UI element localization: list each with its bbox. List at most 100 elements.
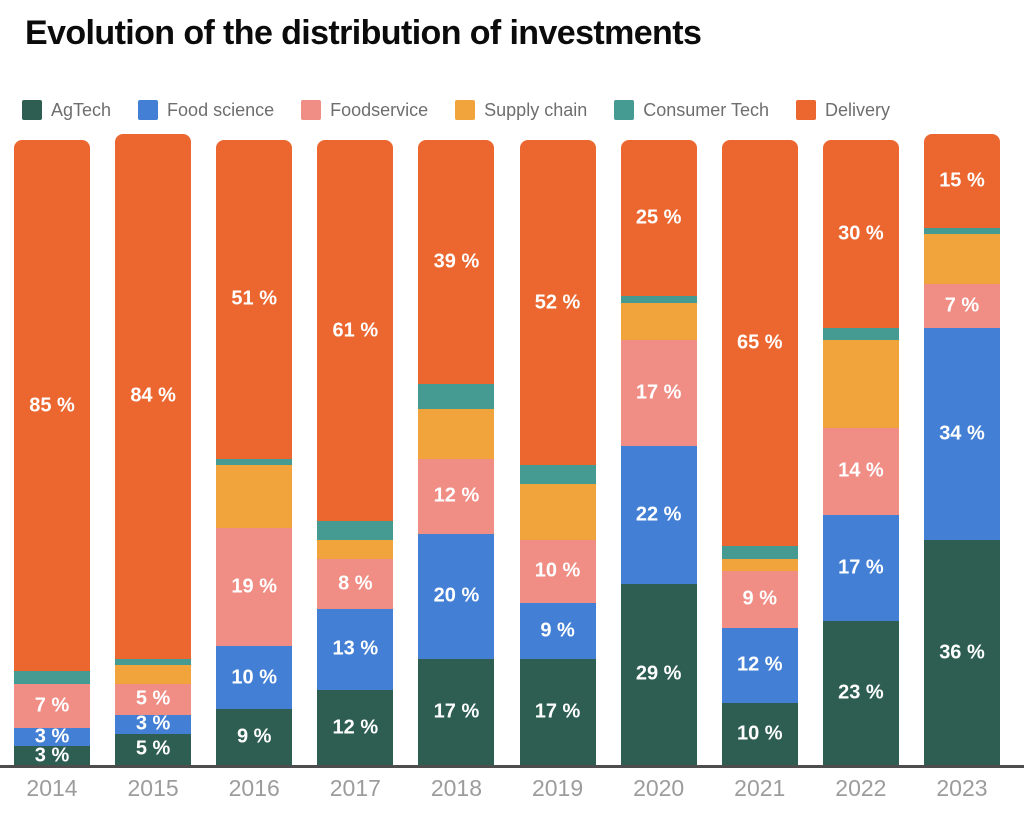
segment-value-agtech-2023: 36 % [939,641,985,664]
x-axis-label-2018: 2018 [430,775,483,802]
segment-value-agtech-2015: 5 % [135,737,171,760]
segment-agtech-2021: 10 % [721,702,798,766]
segment-food-science-2019: 9 % [519,602,596,659]
segment-value-food-science-2014: 3 % [34,725,70,748]
segment-food-science-2022: 17 % [822,515,899,622]
segment-foodservice-2021: 9 % [721,571,798,628]
segment-agtech-2016: 9 % [216,708,293,766]
bar-column-2016: 51 % 19 % 10 % 9 % [216,140,293,766]
segment-value-agtech-2022: 23 % [838,681,884,704]
segment-foodservice-2020: 17 % [620,340,697,447]
segment-value-delivery-2022: 30 % [838,222,884,245]
segment-value-agtech-2019: 17 % [534,700,581,723]
segment-value-food-science-2022: 17 % [838,556,884,579]
segment-value-delivery-2020: 25 % [635,206,682,229]
legend-swatch-supply-chain [455,100,476,121]
x-axis-label-2014: 2014 [26,775,78,802]
segment-agtech-2020: 29 % [620,583,697,766]
segment-delivery-2014: 85 % [14,140,90,672]
segment-consumer-tech-2018 [418,383,495,409]
segment-food-science-2020: 22 % [620,446,697,584]
segment-supply-chain-2018 [418,408,495,459]
segment-supply-chain-2021 [721,558,798,572]
segment-food-science-2021: 12 % [721,627,798,703]
segment-value-foodservice-2016: 19 % [231,575,278,598]
x-axis-label-2023: 2023 [936,775,988,802]
segment-value-delivery-2016: 51 % [231,287,278,310]
segment-value-foodservice-2023: 7 % [944,294,980,317]
bar-column-2022: 30 % 14 % 17 % 23 % [822,140,899,766]
segment-value-food-science-2020: 22 % [635,503,682,526]
segment-value-food-science-2016: 10 % [231,666,278,689]
segment-consumer-tech-2020 [620,296,697,303]
legend-swatch-agtech [22,100,42,121]
segment-value-foodservice-2022: 14 % [838,459,884,482]
legend-label-delivery: Delivery [824,99,890,120]
segment-agtech-2017: 12 % [317,690,394,766]
segment-supply-chain-2017 [317,540,394,559]
segment-value-delivery-2018: 39 % [433,250,480,273]
bar-column-2017: 61 % 8 % 13 % 12 % [317,140,394,766]
segment-consumer-tech-2017 [317,521,394,541]
legend-item-foodservice: Foodservice [301,100,428,121]
segment-value-foodservice-2015: 5 % [135,687,171,710]
segment-value-food-science-2019: 9 % [540,619,575,642]
x-axis-label-2022: 2022 [835,775,887,802]
bar-column-2021: 65 % 9 % 12 % 10 % [721,140,798,766]
segment-foodservice-2019: 10 % [519,540,596,603]
legend-swatch-food-science [138,100,159,121]
segment-value-delivery-2017: 61 % [332,319,379,342]
segment-foodservice-2015: 5 % [115,683,192,716]
segment-value-foodservice-2017: 8 % [338,572,373,595]
legend-label-foodservice: Foodservice [330,99,429,120]
segment-consumer-tech-2014 [14,671,90,684]
legend-label-supply-chain: Supply chain [484,99,588,120]
bar-column-2023: 15 % 7 % 34 % 36 % [923,133,1000,766]
segment-foodservice-2023: 7 % [923,283,1000,328]
bar-column-2015: 84 % 5 % 3 % 5 % [115,133,192,766]
segment-delivery-2022: 30 % [822,140,899,328]
chart-title: Evolution of the distribution of investm… [25,14,702,52]
segment-delivery-2019: 52 % [519,140,596,466]
x-axis-label-2015: 2015 [127,775,179,802]
legend-label-consumer-tech: Consumer Tech [643,99,769,120]
segment-value-food-science-2015: 3 % [135,712,171,735]
segment-value-food-science-2018: 20 % [433,584,480,607]
segment-value-agtech-2020: 29 % [635,662,682,685]
segment-food-science-2016: 10 % [216,646,293,709]
segment-foodservice-2017: 8 % [317,558,394,609]
segment-supply-chain-2020 [620,302,697,341]
bar-column-2019: 52 % 10 % 9 % 17 % [519,140,596,766]
segment-value-agtech-2014: 3 % [34,744,70,767]
segment-consumer-tech-2022 [822,327,899,341]
bar-column-2014: 85 % 7 % 3 % 3 % [14,140,90,767]
legend-swatch-delivery [795,100,816,121]
segment-value-delivery-2023: 15 % [939,169,985,192]
segment-consumer-tech-2023 [923,227,1000,234]
x-axis-label-2019: 2019 [531,775,584,802]
segment-value-food-science-2021: 12 % [736,653,783,676]
segment-agtech-2015: 5 % [115,733,192,766]
segment-value-delivery-2021: 65 % [736,331,783,354]
segment-agtech-2023: 36 % [923,540,1000,766]
legend-item-agtech: AgTech [22,100,111,121]
legend-label-food-science: Food science [167,99,275,120]
segment-delivery-2017: 61 % [317,140,394,522]
segment-supply-chain-2015 [115,665,192,684]
segment-value-agtech-2017: 12 % [332,716,379,739]
segment-value-delivery-2015: 84 % [130,384,176,407]
segment-value-agtech-2021: 10 % [736,722,783,745]
segment-value-foodservice-2019: 10 % [534,559,581,582]
segment-foodservice-2014: 7 % [14,683,90,728]
segment-consumer-tech-2019 [519,465,596,484]
segment-delivery-2020: 25 % [620,140,697,297]
segment-food-science-2014: 3 % [14,725,90,748]
segment-food-science-2023: 34 % [923,327,1000,541]
plot-area: 85 % 7 % 3 % 3 % 84 % 5 % 3 % 5 % 51 % 19 % 10 % 9 … [0,133,1024,769]
segment-delivery-2016: 51 % [216,140,293,459]
bar-column-2018: 39 % 12 % 20 % 17 % [418,140,495,766]
x-axis-label-2020: 2020 [633,775,685,802]
segment-delivery-2018: 39 % [418,140,495,384]
x-axis-label-2017: 2017 [329,775,381,802]
